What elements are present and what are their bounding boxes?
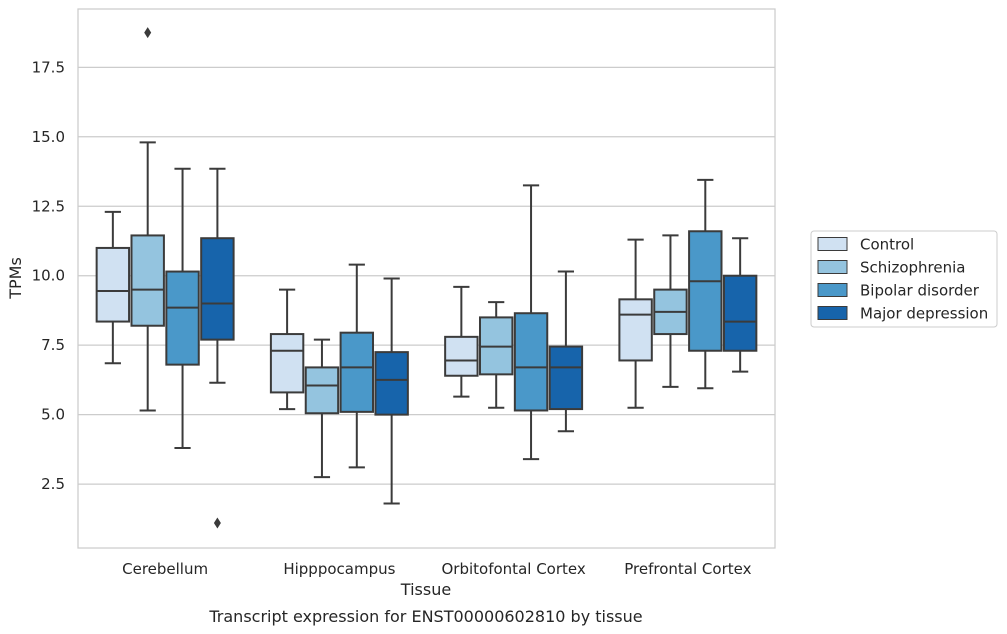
box-2-4	[374, 277, 409, 505]
legend-item: Major depression	[817, 305, 988, 323]
box-body	[374, 351, 409, 416]
y-tick-labels: 2.5 5.0 7.5 10.0 12.5 15.0 17.5	[32, 58, 65, 493]
y-tick-label: 17.5	[32, 58, 65, 76]
outlier-point	[213, 517, 221, 529]
box-2-2	[304, 338, 340, 479]
legend-label: Major depression	[860, 305, 988, 323]
legend-swatch	[817, 260, 848, 274]
box-body	[165, 270, 200, 366]
x-tick-labels: Cerebellum Hipppocampus Orbitofontal Corte…	[122, 560, 751, 578]
box-2-3	[339, 263, 375, 469]
boxes	[95, 27, 758, 529]
box-4-2	[653, 234, 688, 388]
y-tick-label: 5.0	[41, 406, 65, 424]
box-body	[618, 298, 653, 362]
x-tick-label: Cerebellum	[122, 560, 208, 578]
box-3-4	[548, 270, 584, 433]
box-body	[688, 230, 723, 352]
legend-item: Bipolar disorder	[817, 282, 980, 300]
y-tick-label: 7.5	[41, 336, 65, 354]
legend-frame	[810, 230, 998, 328]
x-tick-label: Orbitofontal Cortex	[442, 560, 586, 578]
box-body	[444, 335, 479, 377]
box-4-1	[618, 238, 653, 409]
legend-label: Control	[860, 236, 914, 254]
legend-item: Control	[817, 236, 914, 254]
y-tick-label: 2.5	[41, 475, 65, 493]
box-body	[548, 345, 584, 411]
box-3-1	[444, 285, 479, 398]
y-tick-label: 12.5	[32, 197, 65, 215]
legend-label: Schizophrenia	[860, 259, 965, 277]
box-body	[304, 366, 340, 415]
box-body	[269, 333, 305, 394]
box-2-1	[269, 288, 305, 411]
box-body	[95, 246, 131, 323]
legend-swatch	[817, 306, 848, 320]
box-body	[722, 274, 758, 352]
y-tick-label: 10.0	[32, 267, 65, 285]
legend-item: Schizophrenia	[817, 259, 965, 277]
x-axis-label: Tissue	[400, 580, 451, 599]
box-3-2	[478, 301, 514, 409]
chart-caption: Transcript expression for ENST0000060281…	[208, 607, 642, 626]
box-body	[130, 234, 165, 327]
legend-swatch	[817, 283, 848, 297]
box-1-2	[130, 27, 165, 412]
y-axis-label: TPMs	[6, 257, 25, 300]
outlier-point	[144, 27, 152, 39]
x-tick-label: Prefrontal Cortex	[624, 560, 751, 578]
legend-label: Bipolar disorder	[860, 282, 980, 300]
box-body	[339, 331, 375, 413]
legend: Control Schizophrenia Bipolar disorder Majo…	[810, 230, 998, 328]
box-1-3	[165, 167, 200, 449]
y-tick-label: 15.0	[32, 128, 65, 146]
box-4-4	[722, 237, 758, 373]
box-1-1	[95, 210, 131, 365]
plot-frame	[77, 8, 776, 549]
box-4-3	[688, 178, 723, 390]
legend-swatch	[817, 237, 848, 251]
box-3-3	[513, 184, 549, 461]
box-body	[513, 312, 549, 412]
x-tick-label: Hipppocampus	[283, 560, 395, 578]
box-1-4	[200, 167, 235, 529]
box-body	[200, 237, 235, 341]
